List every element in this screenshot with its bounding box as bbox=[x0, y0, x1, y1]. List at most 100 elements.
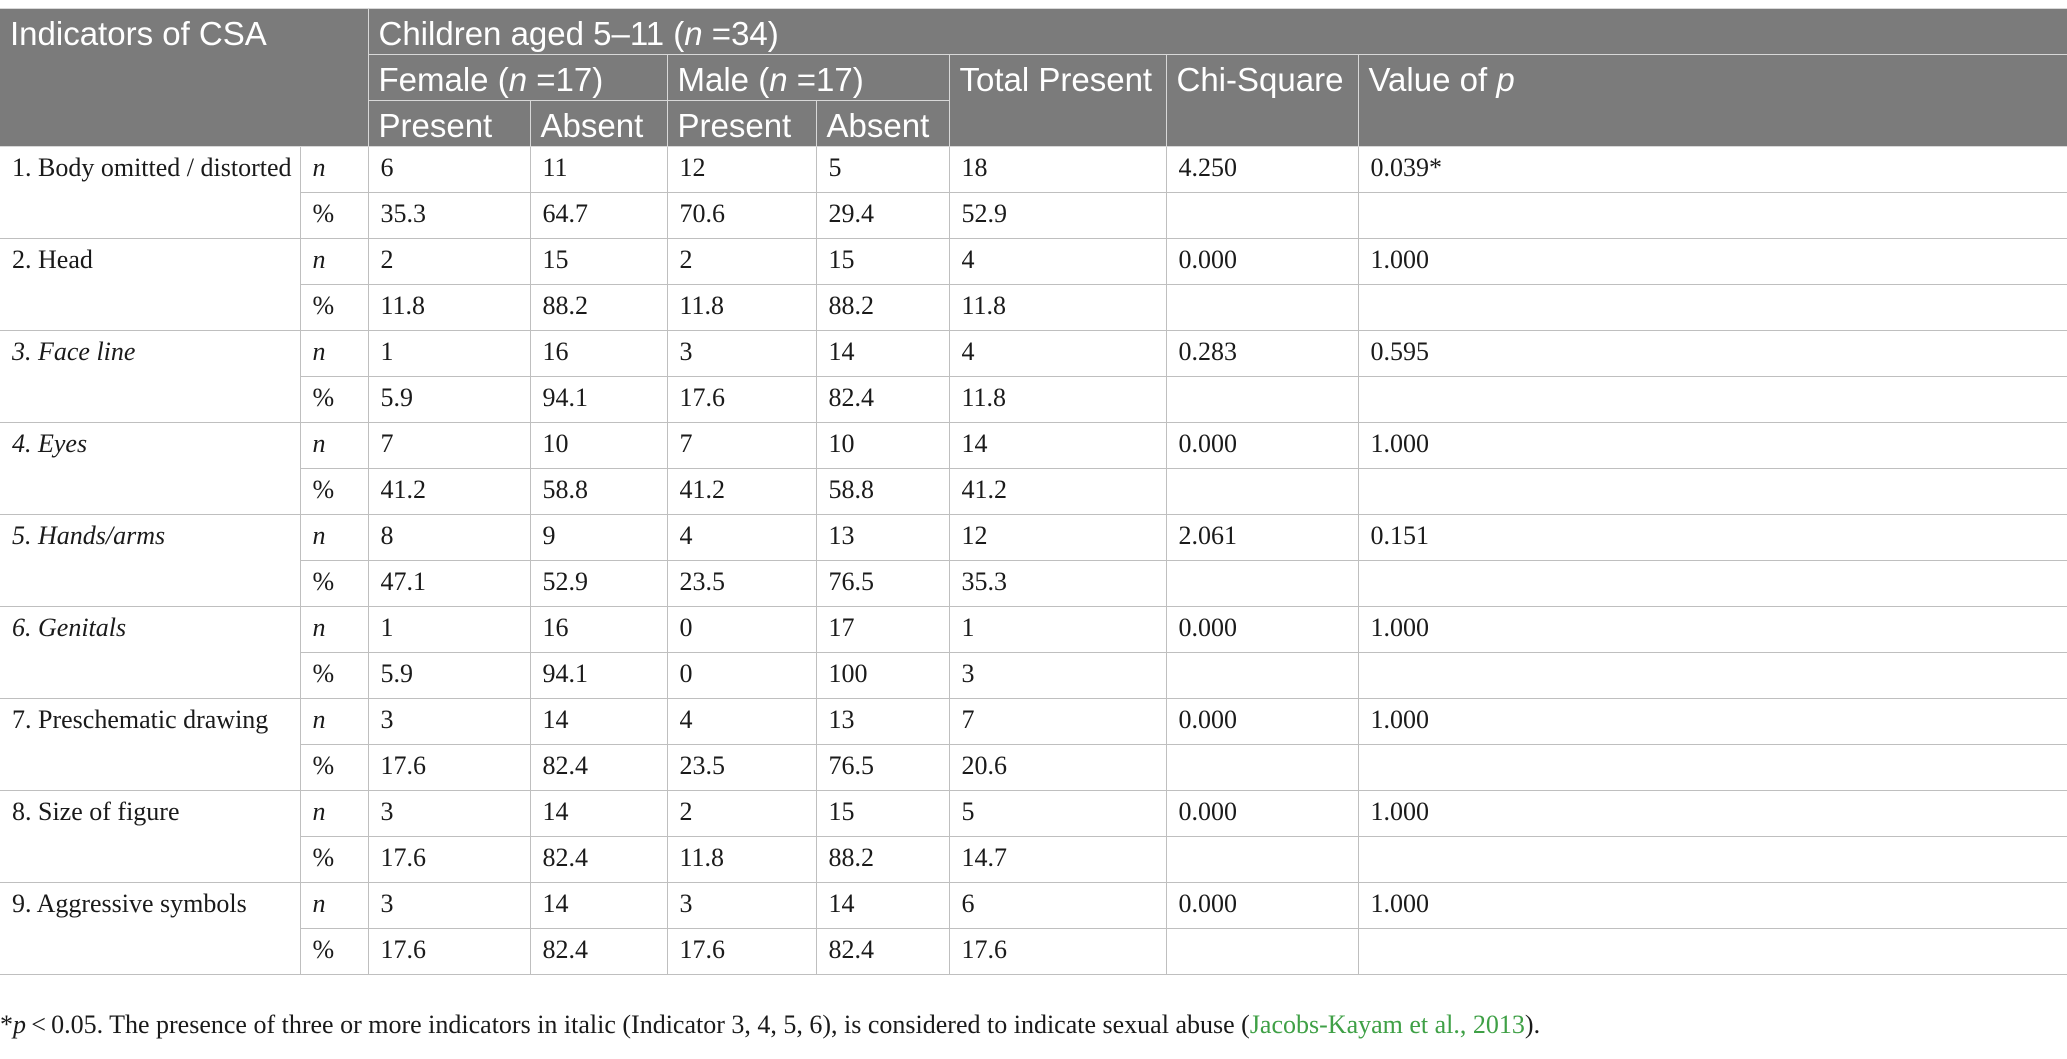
table-row: 8. Size of figure n 3 14 2 15 5 0.000 1.000 bbox=[0, 790, 2067, 883]
indicator-label: 1. Body omitted / distorted bbox=[0, 146, 301, 239]
cell-chi: 0.000 bbox=[1165, 882, 1359, 929]
cell-total: 6 bbox=[948, 882, 1167, 929]
indicator-label: 6. Genitals bbox=[0, 606, 301, 699]
cell-chi bbox=[1165, 744, 1359, 791]
cell-m-absent: 15 bbox=[815, 790, 950, 837]
cell-f-present: 1 bbox=[367, 330, 531, 377]
table-row: 4. Eyes n 7 10 7 10 14 0.000 1.000 bbox=[0, 422, 2067, 515]
cell-f-present: 41.2 bbox=[367, 468, 531, 515]
header-indicators: Indicators of CSA bbox=[0, 8, 369, 147]
cell-f-present: 11.8 bbox=[367, 284, 531, 331]
cell-p bbox=[1357, 284, 2067, 331]
cell-f-absent: 82.4 bbox=[529, 744, 668, 791]
stat-key-cell: n bbox=[299, 146, 369, 193]
cell-m-present: 4 bbox=[666, 698, 817, 745]
cell-total: 35.3 bbox=[948, 560, 1167, 607]
indicator-label: 8. Size of figure bbox=[0, 790, 301, 883]
cell-chi: 4.250 bbox=[1165, 146, 1359, 193]
cell-m-absent: 76.5 bbox=[815, 560, 950, 607]
cell-m-present: 23.5 bbox=[666, 744, 817, 791]
header-p-value: Value of p bbox=[1357, 54, 2067, 147]
cell-p: 1.000 bbox=[1357, 882, 2067, 929]
cell-f-absent: 94.1 bbox=[529, 376, 668, 423]
header-male: Male (n =17) bbox=[666, 54, 950, 101]
cell-f-present: 47.1 bbox=[367, 560, 531, 607]
cell-f-absent: 11 bbox=[529, 146, 668, 193]
cell-total: 3 bbox=[948, 652, 1167, 699]
table-row: 2. Head n 2 15 2 15 4 0.000 1.000 bbox=[0, 238, 2067, 331]
stat-key-cell: % bbox=[299, 652, 369, 699]
cell-f-present: 7 bbox=[367, 422, 531, 469]
cell-m-present: 3 bbox=[666, 882, 817, 929]
table-row: 9. Aggressive symbols n 3 14 3 14 6 0.000 1.000 bbox=[0, 882, 2067, 975]
cell-m-present: 17.6 bbox=[666, 376, 817, 423]
cell-f-present: 3 bbox=[367, 790, 531, 837]
cell-m-present: 0 bbox=[666, 606, 817, 653]
cell-chi bbox=[1165, 468, 1359, 515]
cell-m-present: 23.5 bbox=[666, 560, 817, 607]
results-table: Indicators of CSA Children aged 5–11 (n … bbox=[0, 8, 2067, 975]
header-female: Female (n =17) bbox=[367, 54, 668, 101]
indicator-label: 4. Eyes bbox=[0, 422, 301, 515]
cell-f-present: 17.6 bbox=[367, 744, 531, 791]
cell-m-present: 12 bbox=[666, 146, 817, 193]
cell-f-absent: 10 bbox=[529, 422, 668, 469]
cell-m-present: 11.8 bbox=[666, 284, 817, 331]
header-total-present: Total Present bbox=[948, 54, 1167, 147]
cell-m-present: 11.8 bbox=[666, 836, 817, 883]
table-row: 3. Face line n 1 16 3 14 4 0.283 0.595 bbox=[0, 330, 2067, 423]
header-male-present: Present bbox=[666, 100, 817, 147]
cell-m-present: 2 bbox=[666, 790, 817, 837]
stat-key-cell: n bbox=[299, 330, 369, 377]
cell-p bbox=[1357, 836, 2067, 883]
cell-m-absent: 15 bbox=[815, 238, 950, 285]
header-female-absent: Absent bbox=[529, 100, 668, 147]
table-row: % 11.8 88.2 11.8 88.2 11.8 bbox=[0, 284, 2067, 331]
cell-chi bbox=[1165, 560, 1359, 607]
cell-m-absent: 82.4 bbox=[815, 928, 950, 975]
cell-chi: 0.283 bbox=[1165, 330, 1359, 377]
table-row: % 5.9 94.1 0 100 3 bbox=[0, 652, 2067, 699]
stat-key-cell: % bbox=[299, 284, 369, 331]
cell-chi bbox=[1165, 836, 1359, 883]
cell-total: 11.8 bbox=[948, 376, 1167, 423]
cell-m-present: 2 bbox=[666, 238, 817, 285]
cell-f-present: 3 bbox=[367, 698, 531, 745]
cell-m-absent: 5 bbox=[815, 146, 950, 193]
cell-m-absent: 13 bbox=[815, 698, 950, 745]
cell-f-absent: 9 bbox=[529, 514, 668, 561]
table-row: % 17.6 82.4 17.6 82.4 17.6 bbox=[0, 928, 2067, 975]
cell-p: 0.039* bbox=[1357, 146, 2067, 193]
table-row: 7. Preschematic drawing n 3 14 4 13 7 0.000 1.00… bbox=[0, 698, 2067, 791]
cell-p bbox=[1357, 928, 2067, 975]
cell-f-present: 5.9 bbox=[367, 376, 531, 423]
cell-m-absent: 58.8 bbox=[815, 468, 950, 515]
indicator-label: 3. Face line bbox=[0, 330, 301, 423]
cell-p: 1.000 bbox=[1357, 698, 2067, 745]
cell-total: 20.6 bbox=[948, 744, 1167, 791]
indicator-label: 2. Head bbox=[0, 238, 301, 331]
cell-p: 0.151 bbox=[1357, 514, 2067, 561]
cell-p bbox=[1357, 192, 2067, 239]
cell-p bbox=[1357, 560, 2067, 607]
table-row: % 35.3 64.7 70.6 29.4 52.9 bbox=[0, 192, 2067, 239]
cell-m-absent: 14 bbox=[815, 330, 950, 377]
cell-f-absent: 14 bbox=[529, 882, 668, 929]
header-male-absent: Absent bbox=[815, 100, 950, 147]
cell-chi bbox=[1165, 192, 1359, 239]
cell-chi bbox=[1165, 652, 1359, 699]
citation-link[interactable]: Jacobs-Kayam et al., 2013 bbox=[1249, 1010, 1525, 1039]
table-row: 6. Genitals n 1 16 0 17 1 0.000 1.000 bbox=[0, 606, 2067, 699]
cell-p bbox=[1357, 744, 2067, 791]
cell-m-absent: 10 bbox=[815, 422, 950, 469]
cell-total: 4 bbox=[948, 330, 1167, 377]
indicator-label: 9. Aggressive symbols bbox=[0, 882, 301, 975]
cell-total: 5 bbox=[948, 790, 1167, 837]
cell-m-present: 41.2 bbox=[666, 468, 817, 515]
table-row: % 17.6 82.4 23.5 76.5 20.6 bbox=[0, 744, 2067, 791]
cell-f-present: 2 bbox=[367, 238, 531, 285]
table-row: 1. Body omitted / distorted n 6 11 12 5 18 4.25… bbox=[0, 146, 2067, 239]
cell-total: 12 bbox=[948, 514, 1167, 561]
cell-chi bbox=[1165, 376, 1359, 423]
cell-m-absent: 17 bbox=[815, 606, 950, 653]
